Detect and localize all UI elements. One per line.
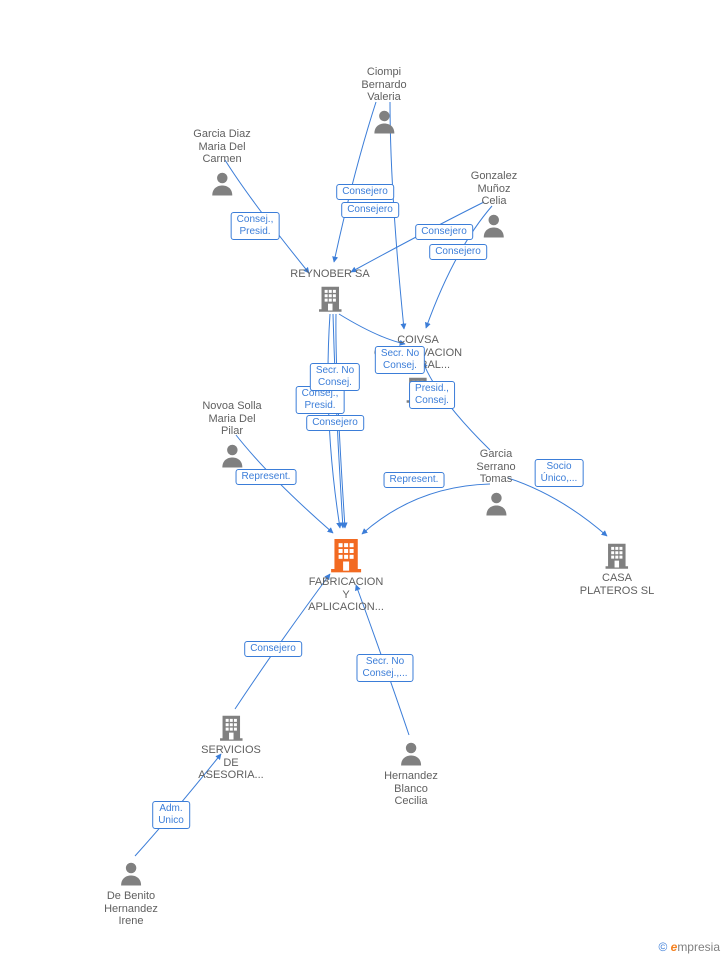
person-icon [104, 858, 158, 888]
copyright-symbol: © [658, 940, 667, 954]
node-label: FABRICACIONYAPLICACION... [308, 576, 384, 614]
node-label-line: Bernardo [361, 79, 406, 92]
node-label-line: Serrano [476, 461, 515, 474]
edge-label: Represent. [236, 469, 297, 485]
edge-garciaSerr-fabric [362, 484, 490, 534]
diagram-canvas: CiompiBernardoValeria Garcia DiazMaria D… [0, 0, 728, 960]
node-label-line: FABRICACION [308, 576, 384, 589]
node-label-line: Hernandez [384, 770, 438, 783]
person-icon [476, 488, 515, 518]
node-garciaSerr[interactable]: GarciaSerranoTomas [476, 448, 515, 520]
building-icon [308, 534, 384, 574]
node-label-line: Carmen [193, 153, 250, 166]
node-label-line: Celia [471, 195, 517, 208]
person-icon [361, 106, 406, 136]
node-ciompi[interactable]: CiompiBernardoValeria [361, 66, 406, 138]
node-fabric[interactable]: FABRICACIONYAPLICACION... [308, 534, 384, 614]
node-label: CASAPLATEROS SL [580, 572, 654, 597]
building-icon [198, 712, 263, 742]
node-label-line: APLICACION... [308, 601, 384, 614]
node-label-line: Blanco [384, 783, 438, 796]
node-gonzalez[interactable]: GonzalezMuñozCelia [471, 170, 517, 242]
edge-label: Consejero [429, 244, 487, 260]
edge-label: Represent. [384, 472, 445, 488]
node-label-line: Maria Del [202, 413, 261, 426]
building-icon [290, 283, 369, 313]
person-icon [471, 210, 517, 240]
edge-label: Adm.Unico [152, 801, 190, 829]
edge-label: Secr. NoConsej. [375, 346, 425, 374]
edge-label: Consejero [306, 415, 364, 431]
node-label-line: Tomas [476, 473, 515, 486]
node-casapl[interactable]: CASAPLATEROS SL [580, 540, 654, 597]
edge-label: Consejero [341, 202, 399, 218]
node-label-line: Gonzalez [471, 170, 517, 183]
node-label: De BenitoHernandezIrene [104, 890, 158, 928]
edge-label: Secr. NoConsej. [310, 363, 360, 391]
node-garciaDiaz[interactable]: Garcia DiazMaria DelCarmen [193, 128, 250, 200]
node-label-line: Hernandez [104, 903, 158, 916]
node-label-line: Ciompi [361, 66, 406, 79]
node-label-line: Irene [104, 915, 158, 928]
node-reynober[interactable]: REYNOBER SA [290, 268, 369, 315]
node-label-line: SERVICIOS [198, 744, 263, 757]
node-label-line: COIVSA [374, 334, 462, 347]
edge-label: Consejero [415, 224, 473, 240]
edge-label: Consejero [244, 641, 302, 657]
node-label-line: Garcia [476, 448, 515, 461]
node-label: REYNOBER SA [290, 268, 369, 281]
edge-label: Secr. NoConsej.,... [356, 654, 413, 682]
node-label-line: CASA [580, 572, 654, 585]
node-debenito[interactable]: De BenitoHernandezIrene [104, 858, 158, 928]
node-label-line: Pilar [202, 425, 261, 438]
node-label: HernandezBlancoCecilia [384, 770, 438, 808]
footer-copyright: © empresia [658, 940, 720, 954]
node-label-line: Valeria [361, 91, 406, 104]
edges-layer [0, 0, 728, 960]
node-label-line: Muñoz [471, 183, 517, 196]
edge-label: Consejero [336, 184, 394, 200]
edge-label: Consej.,Presid. [231, 212, 280, 240]
edge-label: Presid.,Consej. [409, 381, 455, 409]
node-hernandez[interactable]: HernandezBlancoCecilia [384, 738, 438, 808]
node-label: CiompiBernardoValeria [361, 66, 406, 104]
edge-label: SocioÚnico,... [535, 459, 584, 487]
person-icon [384, 738, 438, 768]
building-icon [580, 540, 654, 570]
node-label: GonzalezMuñozCelia [471, 170, 517, 208]
node-label-line: REYNOBER SA [290, 268, 369, 281]
node-label: SERVICIOSDEASESORIA... [198, 744, 263, 782]
node-label-line: Novoa Solla [202, 400, 261, 413]
brand-rest: mpresia [677, 940, 720, 954]
node-label: Garcia DiazMaria DelCarmen [193, 128, 250, 166]
node-label-line: Maria Del [193, 141, 250, 154]
node-label-line: Cecilia [384, 795, 438, 808]
node-label-line: Y [308, 589, 384, 602]
node-label-line: Garcia Diaz [193, 128, 250, 141]
node-label-line: PLATEROS SL [580, 585, 654, 598]
node-novoa[interactable]: Novoa SollaMaria DelPilar [202, 400, 261, 472]
node-label-line: De Benito [104, 890, 158, 903]
node-servicios[interactable]: SERVICIOSDEASESORIA... [198, 712, 263, 782]
node-label-line: DE [198, 757, 263, 770]
person-icon [193, 168, 250, 198]
node-label-line: ASESORIA... [198, 769, 263, 782]
person-icon [202, 440, 261, 470]
node-label: Novoa SollaMaria DelPilar [202, 400, 261, 438]
node-label: GarciaSerranoTomas [476, 448, 515, 486]
